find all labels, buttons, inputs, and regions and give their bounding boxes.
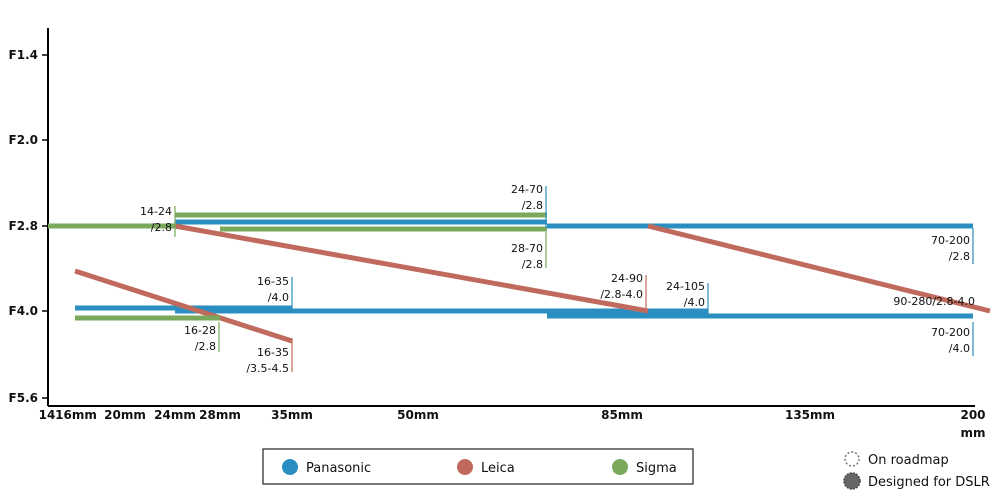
x-tick-label: 20mm (104, 408, 146, 422)
x-tick-label: 24mm (154, 408, 196, 422)
lens-label: 16-35 (257, 275, 289, 288)
lens-label: /2.8 (522, 199, 543, 212)
lens-bar-leica-16-35 (74, 268, 293, 344)
y-tick-label: F1.4 (9, 48, 38, 62)
lens-label: 16-35 (257, 346, 289, 359)
lens-label: 90-280/2.8-4.0 (893, 295, 975, 308)
dslr-note-label: Designed for DSLR (868, 475, 990, 490)
y-tick-label: F2.0 (9, 133, 38, 147)
x-tick-label: 16mm (55, 408, 97, 422)
lens-label: 24-70 (511, 183, 543, 196)
x-tick-label: 85mm (601, 408, 643, 422)
lens-bar-leica-24-90 (174, 223, 649, 314)
axes (47, 28, 975, 407)
lens-label: 24-105 (666, 280, 705, 293)
lens-label: /2.8 (522, 258, 543, 271)
lens-label: /2.8-4.0 (600, 288, 643, 301)
y-tick-label: F2.8 (9, 219, 38, 233)
dslr-note-icon (843, 472, 861, 490)
lens-labels: 24-70/2.8 70-200/2.8 16-35/4.0 24-105/4.0 70… (140, 183, 975, 375)
lens-label: /4.0 (949, 342, 970, 355)
lens-label: 70-200 (931, 234, 970, 247)
lens-label: /3.5-4.5 (246, 362, 289, 375)
x-tick-label: 14 (39, 408, 56, 422)
roadmap-note-label: On roadmap (868, 453, 949, 468)
x-tick-label: 135mm (785, 408, 835, 422)
legend-swatch (457, 459, 473, 475)
lens-label: 24-90 (611, 272, 643, 285)
notes: On roadmap Designed for DSLR (843, 451, 990, 490)
x-tick-label: 28mm (199, 408, 241, 422)
x-tick-label: 50mm (397, 408, 439, 422)
legend: Panasonic Leica Sigma (262, 448, 694, 485)
legend-swatch (282, 459, 298, 475)
x-tick-label: mm (960, 426, 985, 440)
lens-label: 28-70 (511, 242, 543, 255)
legend-label: Sigma (636, 461, 677, 476)
lens-label: /2.8 (151, 221, 172, 234)
lens-label: 16-28 (184, 324, 216, 337)
y-tick-label: F5.6 (9, 391, 38, 405)
x-tick-label: 35mm (271, 408, 313, 422)
x-tick-label: 200 (960, 408, 985, 422)
lens-bar-leica-90-280 (647, 223, 991, 314)
legend-label: Leica (481, 461, 515, 476)
lens-label: 14-24 (140, 205, 172, 218)
tick-labels: F1.4 F2.0 F2.8 F4.0 F5.614 16mm 20mm 24mm 28mm 35… (9, 48, 986, 440)
y-tick-label: F4.0 (9, 304, 38, 318)
lens-series (48, 212, 991, 344)
lens-label: /2.8 (949, 250, 970, 263)
legend-label: Panasonic (306, 461, 371, 476)
lens-label: /4.0 (268, 291, 289, 304)
roadmap-note-icon (844, 451, 860, 467)
legend-swatch (612, 459, 628, 475)
lens-label: 70-200 (931, 326, 970, 339)
lens-label: /2.8 (195, 340, 216, 353)
lens-label: /4.0 (684, 296, 705, 309)
